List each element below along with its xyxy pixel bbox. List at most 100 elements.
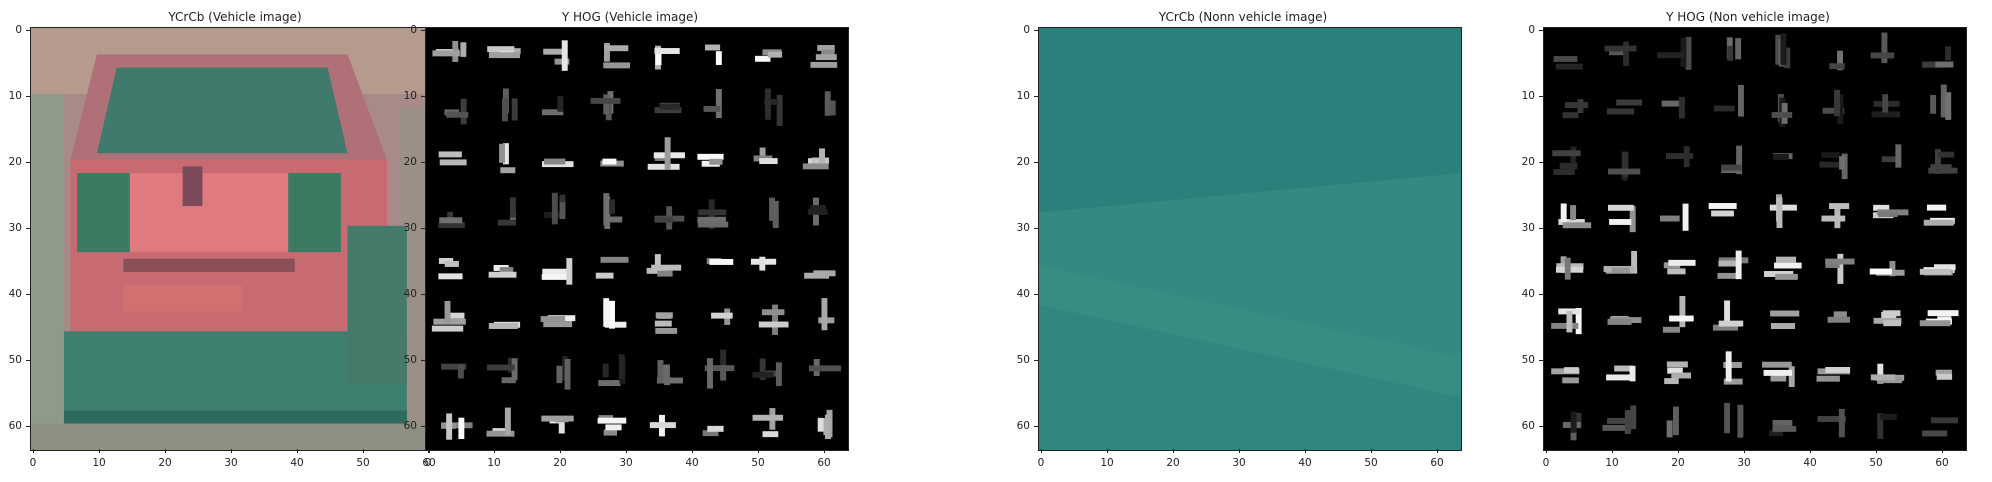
hog-cell-stroke bbox=[1712, 324, 1739, 331]
y-tick bbox=[421, 426, 425, 427]
hog-cell-stroke bbox=[829, 100, 836, 116]
y-tick-label: 50 bbox=[403, 354, 417, 366]
x-tick bbox=[1107, 449, 1108, 453]
hog-cell-stroke bbox=[511, 98, 518, 121]
hog-cell-stroke bbox=[1666, 361, 1688, 368]
hog-cell-stroke bbox=[707, 425, 724, 432]
x-tick bbox=[1942, 449, 1943, 453]
hog-cell-stroke bbox=[1930, 417, 1958, 424]
hog-cell-stroke bbox=[709, 258, 734, 265]
hog-cell-stroke bbox=[559, 202, 566, 220]
hog-cell-stroke bbox=[595, 272, 614, 279]
hog-cell-stroke bbox=[438, 257, 454, 264]
panel-nonvehicle-hog: Y HOG (Non vehicle image) 0 10 20 30 40 … bbox=[1513, 0, 1983, 482]
hog-cell-stroke bbox=[444, 300, 451, 325]
y-tick bbox=[26, 294, 30, 295]
hog-cell-stroke bbox=[602, 158, 617, 165]
y-tick bbox=[1034, 30, 1038, 31]
y-tick bbox=[1539, 294, 1543, 295]
y-axis: 0 10 20 30 40 50 60 bbox=[1008, 24, 1038, 451]
hog-cell-stroke bbox=[1607, 417, 1632, 424]
hog-cell-stroke bbox=[561, 40, 568, 71]
y-tick-label: 30 bbox=[1016, 222, 1030, 234]
hog-cell-stroke bbox=[1667, 367, 1683, 374]
hog-cell-stroke bbox=[1735, 250, 1742, 280]
y-tick-label: 50 bbox=[8, 354, 22, 366]
hog-cell-stroke bbox=[457, 364, 464, 379]
hog-cell-stroke bbox=[1666, 153, 1694, 160]
hog-cell-stroke bbox=[1570, 205, 1577, 221]
x-tick-label: 60 bbox=[817, 457, 831, 469]
panel-nonvehicle-ycrcb: YCrCb (Nonn vehicle image) 0 10 20 30 40… bbox=[1008, 0, 1478, 482]
y-axis: 0 10 20 30 40 50 60 bbox=[1513, 24, 1543, 451]
y-tick-label: 10 bbox=[403, 90, 417, 102]
hog-cell-stroke bbox=[1771, 112, 1793, 118]
hog-cell-stroke bbox=[1667, 268, 1686, 275]
x-tick-label: 20 bbox=[158, 457, 172, 469]
x-tick bbox=[824, 449, 825, 453]
hog-cell-stroke bbox=[1763, 369, 1793, 376]
y-tick-label: 60 bbox=[1521, 420, 1535, 432]
hog-cell-stroke bbox=[1919, 268, 1952, 275]
x-tick-label: 30 bbox=[1232, 457, 1246, 469]
hog-cell-stroke bbox=[702, 430, 719, 437]
y-tick-label: 40 bbox=[1016, 288, 1030, 300]
hog-cell-stroke bbox=[486, 430, 515, 437]
hog-cell-stroke bbox=[1773, 153, 1789, 160]
x-tick-label: 0 bbox=[1037, 457, 1045, 469]
x-tick-label: 10 bbox=[487, 457, 501, 469]
hog-cell-stroke bbox=[1718, 320, 1744, 327]
y-tick-label: 60 bbox=[8, 420, 22, 432]
x-tick bbox=[33, 449, 34, 453]
x-tick-label: 0 bbox=[29, 457, 37, 469]
hog-cell-stroke bbox=[1737, 84, 1744, 117]
hog-cell-stroke bbox=[1662, 326, 1681, 333]
hog-cell-stroke bbox=[1930, 94, 1937, 114]
y-tick bbox=[421, 228, 425, 229]
hog-cell-stroke bbox=[486, 364, 515, 371]
x-tick bbox=[494, 449, 495, 453]
hog-cell-stroke bbox=[1630, 405, 1637, 430]
hog-cell-stroke bbox=[1666, 420, 1673, 438]
hog-cell-stroke bbox=[1776, 197, 1783, 229]
hog-cell-stroke bbox=[543, 48, 565, 55]
hog-cell-stroke bbox=[1774, 262, 1802, 269]
hog-cell-stroke bbox=[504, 407, 511, 435]
hog-cell-stroke bbox=[810, 61, 838, 68]
hog-cell-stroke bbox=[1837, 94, 1844, 124]
x-tick-label: 50 bbox=[751, 457, 765, 469]
hog-cell-stroke bbox=[1837, 253, 1844, 284]
hog-cell-stroke bbox=[764, 88, 771, 120]
x-tick-label: 30 bbox=[224, 457, 238, 469]
hog-cell-stroke bbox=[1821, 152, 1840, 159]
hog-cell-stroke bbox=[1669, 315, 1694, 322]
hog-cell-stroke bbox=[438, 151, 462, 158]
vehicle-ycrcb-image bbox=[31, 28, 453, 450]
image-vehicle-hog bbox=[425, 27, 849, 451]
hog-cell-stroke bbox=[1736, 145, 1743, 175]
nonvehicle-ycrcb-image bbox=[1039, 28, 1461, 450]
hog-cell-stroke bbox=[1816, 375, 1840, 382]
hog-cell-stroke bbox=[808, 365, 842, 372]
hog-cell-stroke bbox=[438, 222, 465, 229]
y-tick bbox=[1539, 426, 1543, 427]
hog-cell-stroke bbox=[769, 197, 776, 221]
panel-title: Y HOG (Non vehicle image) bbox=[1666, 10, 1830, 24]
y-tick-label: 0 bbox=[410, 24, 417, 36]
x-tick-label: 60 bbox=[422, 457, 436, 469]
hog-cell-stroke bbox=[1934, 149, 1941, 174]
hog-cell-stroke bbox=[1769, 204, 1797, 211]
hog-cell-stroke bbox=[557, 96, 564, 112]
x-tick bbox=[429, 449, 430, 453]
hog-cell-stroke bbox=[497, 219, 517, 226]
hog-cell-stroke bbox=[438, 273, 463, 280]
hog-cell-stroke bbox=[1945, 46, 1952, 61]
hog-cell-stroke bbox=[604, 43, 610, 62]
hog-cell-stroke bbox=[1737, 404, 1744, 438]
hog-cell-stroke bbox=[1827, 316, 1851, 323]
hog-cell-stroke bbox=[444, 260, 459, 267]
x-tick bbox=[231, 449, 232, 453]
hog-cell-stroke bbox=[1895, 144, 1902, 168]
hog-cell-stroke bbox=[821, 298, 828, 331]
hog-cell-stroke bbox=[655, 312, 673, 319]
